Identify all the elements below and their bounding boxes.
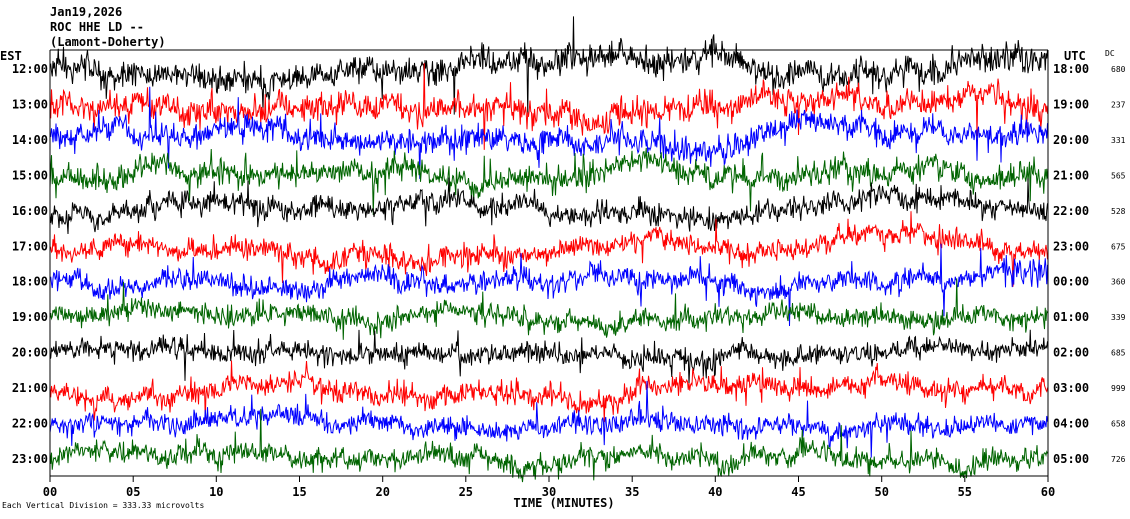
dc-value: 565 <box>1111 171 1126 180</box>
utc-label: 03:00 <box>1053 381 1089 395</box>
trace-row-2300 <box>49 408 1048 483</box>
utc-label: 02:00 <box>1053 346 1089 360</box>
trace-layer <box>49 16 1048 483</box>
utc-label: 21:00 <box>1053 168 1089 182</box>
x-tick-label: 40 <box>708 485 722 499</box>
right-axis-title: UTC <box>1064 49 1086 63</box>
x-tick-label: 60 <box>1041 485 1055 499</box>
dc-value: 999 <box>1111 384 1126 393</box>
left-axis-title: EST <box>0 49 22 63</box>
est-label: 19:00 <box>12 310 48 324</box>
dc-value: 360 <box>1111 278 1126 287</box>
est-label: 16:00 <box>12 204 48 218</box>
trace-row-2100 <box>49 360 1048 423</box>
dc-value: 331 <box>1111 136 1126 145</box>
x-tick-label: 10 <box>209 485 223 499</box>
trace-row-1600 <box>49 177 1048 235</box>
trace-row-1500 <box>49 147 1048 216</box>
utc-label: 04:00 <box>1053 417 1089 431</box>
x-axis-label: TIME (MINUTES) <box>513 496 614 510</box>
est-label: 18:00 <box>12 275 48 289</box>
trace-row-2200 <box>49 380 1048 458</box>
dc-value: 680 <box>1111 65 1126 74</box>
x-tick-label: 50 <box>874 485 888 499</box>
header-date: Jan19,2026 <box>50 5 122 19</box>
est-label: 13:00 <box>12 98 48 112</box>
est-label: 22:00 <box>12 417 48 431</box>
dc-value: 237 <box>1111 101 1126 110</box>
x-tick-label: 15 <box>292 485 306 499</box>
x-tick-label: 45 <box>791 485 805 499</box>
est-label: 21:00 <box>12 381 48 395</box>
utc-label: 00:00 <box>1053 275 1089 289</box>
x-tick-label: 35 <box>625 485 639 499</box>
header-network: (Lamont-Doherty) <box>50 35 166 49</box>
dc-value: 685 <box>1111 349 1126 358</box>
utc-label: 23:00 <box>1053 239 1089 253</box>
x-tick-label: 05 <box>126 485 140 499</box>
est-label: 17:00 <box>12 239 48 253</box>
header-station: ROC HHE LD -- <box>50 20 144 34</box>
trace-row-1900 <box>49 278 1048 340</box>
x-tick-label: 00 <box>43 485 57 499</box>
utc-label: 19:00 <box>1053 98 1089 112</box>
trace-row-1700 <box>49 211 1048 287</box>
utc-label: 05:00 <box>1053 452 1089 466</box>
est-label: 20:00 <box>12 346 48 360</box>
x-tick-label: 55 <box>958 485 972 499</box>
x-tick-label: 25 <box>459 485 473 499</box>
x-tick-layer: 00 05 10 15 20 25 30 35 40 45 50 55 60 <box>43 476 1055 499</box>
est-label: 12:00 <box>12 62 48 76</box>
dc-value: 658 <box>1111 420 1126 429</box>
est-label: 15:00 <box>12 168 48 182</box>
utc-label: 22:00 <box>1053 204 1089 218</box>
row-label-layer: 12:00 18:00 680 13:00 19:00 237 14:00 20:00 331 1… <box>12 62 1126 466</box>
est-label: 23:00 <box>12 452 48 466</box>
trace-row-1400 <box>49 86 1048 179</box>
est-label: 14:00 <box>12 133 48 147</box>
trace-row-1800 <box>49 243 1048 327</box>
utc-label: 20:00 <box>1053 133 1089 147</box>
utc-label: 18:00 <box>1053 62 1089 76</box>
trace-row-1300 <box>49 63 1048 150</box>
dc-value: 528 <box>1111 207 1126 216</box>
dc-value: 675 <box>1111 242 1126 251</box>
trace-row-2000 <box>49 329 1048 384</box>
dc-header: DC <box>1105 49 1115 58</box>
x-tick-label: 20 <box>375 485 389 499</box>
x-tick-label: 30 <box>542 485 556 499</box>
dc-value: 726 <box>1111 455 1126 464</box>
scale-note: Each Vertical Division = 333.33 microvol… <box>2 501 204 510</box>
dc-value: 339 <box>1111 313 1126 322</box>
utc-label: 01:00 <box>1053 310 1089 324</box>
trace-row-1200 <box>49 16 1048 115</box>
